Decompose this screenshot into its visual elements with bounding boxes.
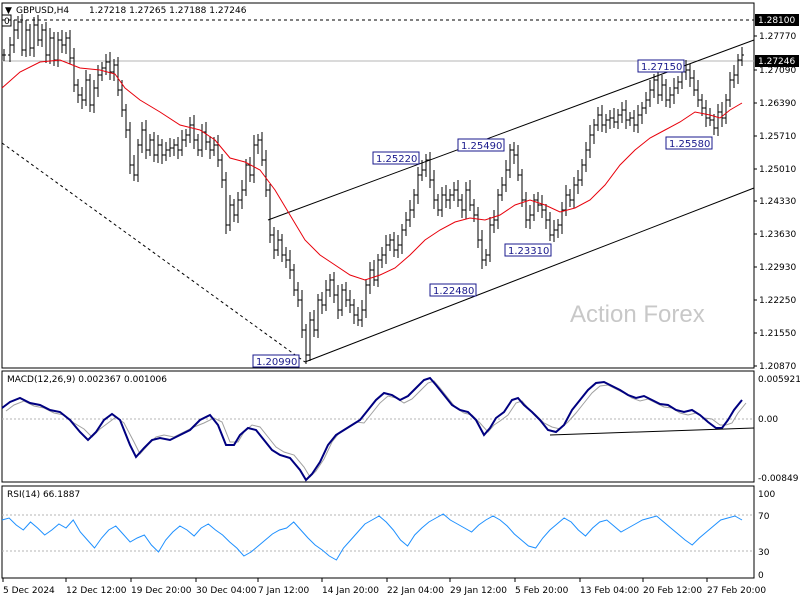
rsi-line	[1, 513, 743, 561]
annotation-box	[637, 59, 685, 73]
time-tick-label: 27 Feb 20:00	[707, 586, 766, 596]
time-tick-label: 12 Dec 12:00	[66, 586, 127, 596]
rsi-tick-100: 100	[758, 490, 775, 500]
time-tick-label: 20 Feb 12:00	[643, 586, 702, 596]
price-bars	[2, 14, 744, 364]
price-tick-label: 1.24330	[759, 197, 796, 207]
price-tick-label: 1.20870	[759, 362, 796, 372]
annotation-label: 1.27150	[641, 62, 682, 73]
macd-pane	[1, 370, 755, 483]
annotation-label: 1.25220	[376, 154, 417, 165]
annotation-labels: 1.20990 1.25220 1.25490 1.22480 1.23310 1.271…	[252, 59, 713, 368]
macd-main-line	[1, 376, 743, 482]
header-triangle-icon: ▼	[5, 6, 12, 16]
time-tick-label: 19 Dec 20:00	[131, 586, 192, 596]
ohlc-label: 1.27218 1.27265 1.27188 1.27246	[89, 6, 247, 16]
price-pane	[1, 2, 755, 369]
annotation-box	[665, 136, 713, 150]
macd-tick-top: 0.005921	[758, 375, 800, 385]
time-tick-label: 5 Dec 2024	[3, 586, 55, 596]
price-tick-label: 1.25010	[759, 165, 796, 175]
time-tick-label: 22 Jan 04:00	[387, 586, 444, 596]
rsi-tick-0: 0	[758, 571, 764, 581]
annotation-box	[429, 283, 477, 297]
rsi-axis: 100 70 30 0	[758, 490, 775, 581]
dashed-trend-line	[1, 142, 306, 363]
moving-average-line	[1, 59, 743, 281]
price-axis: 1.27770 1.27090 1.26390 1.25710 1.25010 1.243…	[754, 32, 796, 372]
channel-lower-line	[304, 187, 755, 363]
rsi-pane	[1, 485, 755, 579]
price-tick-label: 1.23630	[759, 230, 796, 240]
annotation-box	[372, 151, 420, 165]
symbol-label: GBPUSD,H4	[16, 6, 69, 16]
time-tick-label: 13 Feb 04:00	[580, 586, 639, 596]
annotation-box	[504, 243, 552, 257]
price-tick-label: 1.27770	[759, 32, 796, 42]
price-tick-label: 1.22930	[759, 263, 796, 273]
time-tick-label: 5 Feb 20:00	[515, 586, 569, 596]
rsi-tick-70: 70	[758, 512, 770, 522]
annotation-label: 1.25490	[461, 141, 502, 152]
top-level-tag: 1.28100	[755, 14, 799, 26]
price-tick-label: 1.21550	[759, 329, 796, 339]
top-level-tag-text: 1.28100	[758, 16, 795, 26]
macd-tick-zero: 0.00	[758, 415, 778, 425]
annotation-label: 1.25580	[669, 139, 710, 150]
annotation-label: 1.20990	[256, 357, 297, 368]
price-tick-label: 1.22250	[759, 296, 796, 306]
price-tick-label: 1.26390	[759, 99, 796, 109]
time-tick-label: 30 Dec 04:00	[196, 586, 257, 596]
left-level-tag-text: 0	[4, 17, 10, 27]
time-tick-label: 7 Jan 12:00	[258, 586, 310, 596]
macd-tick-bottom: -0.00849	[758, 474, 799, 484]
time-tick-label: 29 Jan 12:00	[450, 586, 507, 596]
time-axis: 5 Dec 2024 12 Dec 12:00 19 Dec 20:00 30 Dec…	[2, 578, 766, 596]
price-tick-label: 1.25710	[759, 132, 796, 142]
rsi-label: RSI(14) 66.1887	[7, 490, 80, 500]
annotation-box	[252, 354, 300, 368]
rsi-tick-30: 30	[758, 548, 770, 558]
macd-trend-line	[549, 427, 755, 436]
annotation-box	[457, 138, 505, 152]
macd-label: MACD(12,26,9) 0.002367 0.001006	[7, 375, 167, 385]
macd-axis: 0.005921 0.00 -0.00849	[758, 375, 800, 484]
price-tick-label: 1.27090	[759, 66, 796, 76]
time-tick-label: 14 Jan 20:00	[322, 586, 379, 596]
current-price-tag-text: 1.27246	[758, 57, 795, 67]
annotation-label: 1.23310	[508, 246, 549, 257]
current-price-tag: 1.27246	[755, 55, 799, 67]
annotation-label: 1.22480	[433, 286, 474, 297]
watermark: Action Forex	[570, 301, 705, 328]
